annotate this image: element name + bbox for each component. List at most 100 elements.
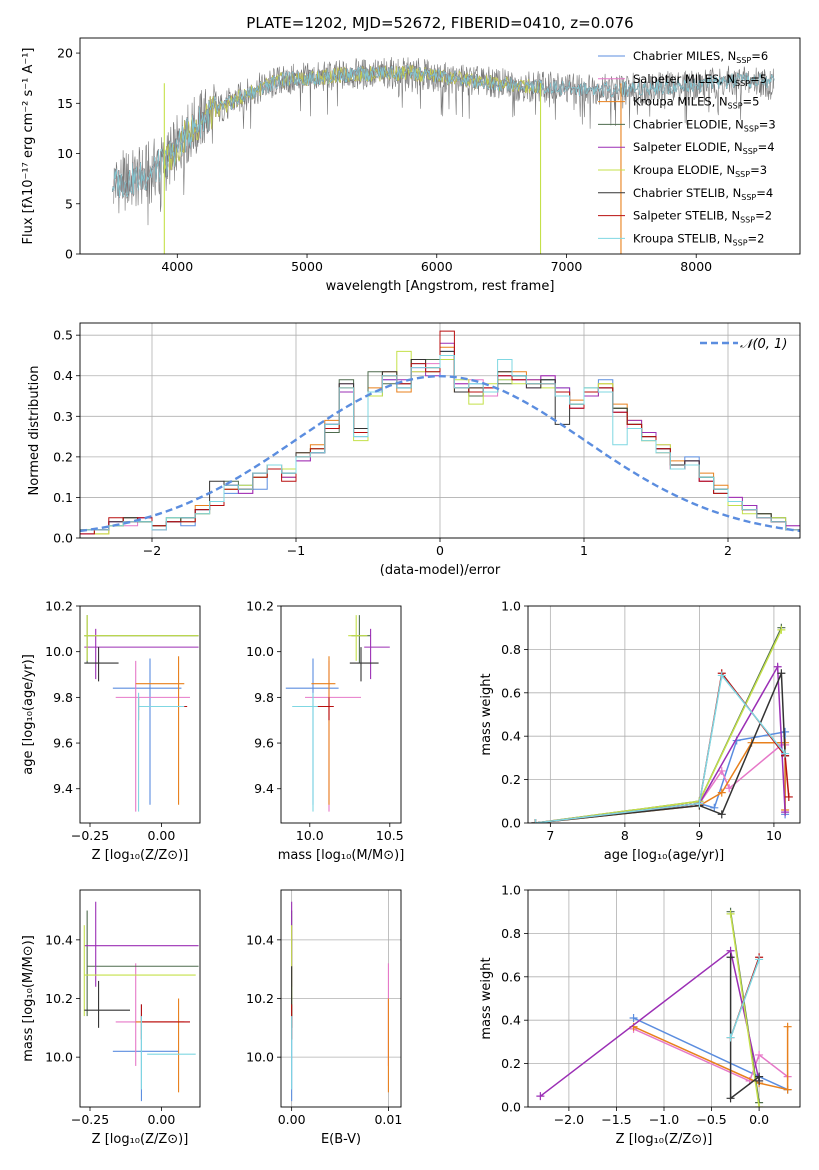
x-tick-label: 0.0 bbox=[749, 1112, 769, 1127]
axes-frame-age_vs_Z bbox=[79, 605, 201, 824]
y-tick-label: 9.4 bbox=[53, 781, 73, 796]
x-tick-label: 9 bbox=[695, 828, 703, 843]
y-tick-label: 10.2 bbox=[246, 991, 274, 1006]
axes-residuals: −2 −1 0 1 2 0.0 0.1 0.2 0.3 0.4 0.5 (data-model)/er… bbox=[27, 323, 800, 578]
weight-marker bbox=[784, 792, 793, 801]
weight-marker bbox=[726, 909, 735, 918]
weight-marker bbox=[726, 1094, 735, 1103]
errorbars-mass_vs_EBV bbox=[291, 901, 389, 1102]
axes-frame-weight_vs_age bbox=[527, 605, 801, 824]
errorbars-age_vs_Z bbox=[84, 615, 199, 812]
legend-label: Salpeter MILES, NSSP=5 bbox=[633, 72, 767, 88]
axes-mass_vs_Z: −0.25 0.00 10.0 10.2 10.4 Z [log₁₀(Z/Z⊙)] mass… bbox=[21, 932, 188, 1147]
y-tick-label: 0 bbox=[65, 247, 73, 262]
weight-marker bbox=[755, 1050, 764, 1059]
axes-frame-age_vs_mass bbox=[280, 605, 402, 824]
lines-weight_vs_age bbox=[531, 623, 793, 823]
x-axis-label: Z [log₁₀(Z/Z⊙)] bbox=[92, 848, 189, 863]
weight-marker bbox=[717, 788, 726, 797]
y-tick-label: 0.8 bbox=[501, 926, 521, 941]
weight-marker bbox=[531, 819, 540, 823]
weight-marker bbox=[726, 1033, 735, 1042]
weight-line-kroupa-stelib bbox=[535, 673, 786, 823]
axes-age_vs_Z: −0.25 0.00 9.4 9.6 9.8 10.0 10.2 Z [log₁₀(Z/Z⊙)… bbox=[21, 599, 188, 864]
x-tick-label: 1 bbox=[580, 543, 588, 558]
x-tick-label: −1 bbox=[287, 543, 305, 558]
x-tick-label: 7000 bbox=[551, 259, 583, 274]
x-tick-label: −1.0 bbox=[649, 1112, 679, 1127]
y-tick-label: 0.4 bbox=[53, 368, 73, 383]
x-tick-label: 8000 bbox=[680, 259, 712, 274]
y-axis-label: mass [log₁₀(M/M⊙)] bbox=[21, 935, 36, 1062]
x-tick-label: −2.0 bbox=[554, 1112, 584, 1127]
y-tick-label: 10.4 bbox=[246, 932, 274, 947]
x-tick-label: 10.5 bbox=[376, 828, 404, 843]
y-tick-label: 9.4 bbox=[254, 781, 274, 796]
legend-label: Salpeter STELIB, NSSP=2 bbox=[633, 209, 772, 225]
spectrum-legend: Chabrier MILES, NSSP=6 Salpeter MILES, NS… bbox=[598, 49, 776, 247]
y-axis-label: age [log₁₀(age/yr)] bbox=[21, 654, 36, 775]
weight-marker bbox=[755, 955, 764, 964]
axes-spectrum: 4000 5000 6000 7000 8000 0 5 10 15 20 wavelength [… bbox=[21, 46, 712, 294]
x-tick-label: 7 bbox=[546, 828, 554, 843]
y-tick-label: 20 bbox=[57, 46, 73, 61]
x-tick-label: 4000 bbox=[161, 259, 193, 274]
weight-marker bbox=[781, 808, 790, 817]
x-tick-label: 6000 bbox=[421, 259, 453, 274]
legend-label: Kroupa MILES, NSSP=5 bbox=[633, 95, 759, 111]
x-tick-label: 10.0 bbox=[296, 828, 324, 843]
x-axis-label: age [log₁₀(age/yr)] bbox=[604, 848, 725, 863]
x-tick-label: −0.25 bbox=[71, 1112, 109, 1127]
y-tick-label: 0.4 bbox=[501, 1013, 521, 1028]
legend-label-normal: 𝒩(0, 1) bbox=[740, 337, 787, 352]
y-tick-label: 1.0 bbox=[501, 883, 521, 898]
axes-frame-mass_vs_Z bbox=[79, 889, 201, 1108]
y-tick-label: 10.4 bbox=[45, 932, 73, 947]
x-tick-label: −2 bbox=[143, 543, 161, 558]
weight-line-kroupa-elodie bbox=[729, 913, 760, 1107]
x-tick-label: 0.00 bbox=[278, 1112, 306, 1127]
model-line-kroupa-miles bbox=[111, 64, 622, 198]
y-tick-label: 0.6 bbox=[501, 685, 521, 700]
y-tick-label: 0.2 bbox=[501, 772, 521, 787]
model-line-kroupa-stelib bbox=[111, 64, 775, 198]
weight-line-kroupa-stelib bbox=[729, 959, 760, 1038]
y-tick-label: 10 bbox=[57, 146, 73, 161]
y-tick-label: 0.4 bbox=[501, 729, 521, 744]
weight-marker bbox=[717, 671, 726, 680]
model-line-kroupa-elodie bbox=[163, 64, 541, 172]
legend-label: Chabrier ELODIE, NSSP=3 bbox=[633, 117, 776, 133]
legend-label: Kroupa STELIB, NSSP=2 bbox=[633, 231, 764, 247]
y-tick-label: 10.0 bbox=[246, 644, 274, 659]
spectrum-lines bbox=[111, 57, 775, 254]
weight-marker bbox=[777, 625, 786, 634]
weight-marker bbox=[726, 953, 735, 962]
weight-line-salpeter-elodie bbox=[535, 664, 786, 823]
y-tick-label: 10.2 bbox=[45, 599, 73, 614]
x-axis-label: (data-model)/error bbox=[380, 563, 501, 578]
figure-title: PLATE=1202, MJD=52672, FIBERID=0410, z=0… bbox=[246, 14, 633, 32]
x-axis-label: mass [log₁₀(M/M⊙)] bbox=[278, 848, 405, 863]
weight-marker bbox=[755, 1076, 764, 1085]
y-tick-label: 0.0 bbox=[501, 816, 521, 831]
weight-marker bbox=[755, 1103, 764, 1107]
weight-marker bbox=[717, 810, 726, 819]
y-tick-label: 5 bbox=[65, 196, 73, 211]
x-tick-label: −1.5 bbox=[601, 1112, 631, 1127]
axes-frame-spectrum bbox=[79, 37, 801, 255]
x-tick-label: 5000 bbox=[291, 259, 323, 274]
legend-label: Chabrier MILES, NSSP=6 bbox=[633, 49, 768, 65]
weight-marker bbox=[783, 1022, 792, 1031]
y-tick-label: 1.0 bbox=[501, 599, 521, 614]
observed-spectrum bbox=[113, 57, 775, 226]
axes-age_vs_mass: 10.0 10.5 9.4 9.6 9.8 10.0 10.2 mass [log₁₀(M/M… bbox=[246, 599, 404, 864]
x-tick-label: 8 bbox=[621, 828, 629, 843]
x-tick-label: 10 bbox=[766, 828, 782, 843]
weight-marker bbox=[781, 727, 790, 736]
y-tick-label: 10.0 bbox=[45, 644, 73, 659]
histogram-steps bbox=[80, 330, 800, 535]
y-tick-label: 0.5 bbox=[53, 328, 73, 343]
weight-marker bbox=[777, 669, 786, 678]
